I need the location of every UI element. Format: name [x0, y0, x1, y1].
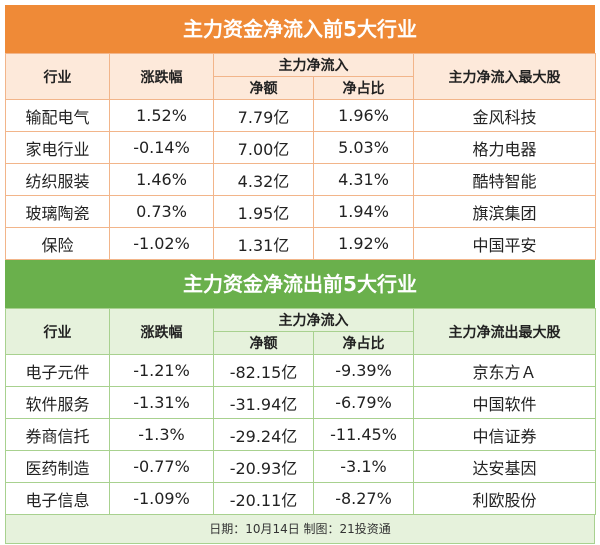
change-cell: -0.14% — [109, 131, 214, 164]
ratio-cell: 1.94% — [313, 195, 414, 228]
industry-cell: 家电行业 — [5, 131, 110, 164]
amount-cell: -31.94亿 — [213, 386, 314, 419]
header-net-amount: 净额 — [213, 76, 314, 100]
ratio-cell: 5.03% — [313, 131, 414, 164]
header-change: 涨跌幅 — [109, 53, 214, 100]
amount-cell: 7.00亿 — [213, 131, 314, 164]
amount-cell: -20.11亿 — [213, 482, 314, 515]
table-row: 医药制造 -0.77% -20.93亿 -3.1% 达安基因 — [5, 450, 596, 483]
inflow-title: 主力资金净流入前5大行业 — [5, 5, 595, 53]
table-row: 输配电气 1.52% 7.79亿 1.96% 金风科技 — [5, 99, 596, 132]
outflow-subheader-row: 净额 净占比 — [6, 331, 596, 355]
table-row: 电子信息 -1.09% -20.11亿 -8.27% 利欧股份 — [5, 482, 596, 515]
outflow-title: 主力资金净流出前5大行业 — [5, 260, 595, 308]
ratio-cell: 4.31% — [313, 163, 414, 196]
stock-cell: 达安基因 — [413, 450, 596, 483]
amount-cell: 7.79亿 — [213, 99, 314, 132]
ratio-cell: 1.96% — [313, 99, 414, 132]
stock-cell: 中信证券 — [413, 418, 596, 451]
table-row: 家电行业 -0.14% 7.00亿 5.03% 格力电器 — [5, 131, 596, 164]
table-row: 纺织服装 1.46% 4.32亿 4.31% 酷特智能 — [5, 163, 596, 196]
change-cell: -0.77% — [109, 450, 214, 483]
industry-cell: 输配电气 — [5, 99, 110, 132]
ratio-cell: 1.92% — [313, 227, 414, 260]
outflow-header-row: 行业 涨跌幅 主力净流入 主力净流出最大股 — [5, 308, 596, 355]
amount-cell: -20.93亿 — [213, 450, 314, 483]
header-net-group: 主力净流入 — [213, 308, 414, 332]
table-row: 券商信托 -1.3% -29.24亿 -11.45% 中信证券 — [5, 418, 596, 451]
header-industry: 行业 — [5, 308, 110, 355]
industry-cell: 券商信托 — [5, 418, 110, 451]
table-row: 软件服务 -1.31% -31.94亿 -6.79% 中国软件 — [5, 386, 596, 419]
stock-cell: 金风科技 — [413, 99, 596, 132]
header-top-stock: 主力净流入最大股 — [413, 53, 596, 100]
ratio-cell: -9.39% — [313, 354, 414, 387]
stock-cell: 格力电器 — [413, 131, 596, 164]
industry-cell: 纺织服装 — [5, 163, 110, 196]
amount-cell: 1.31亿 — [213, 227, 314, 260]
header-net-group: 主力净流入 — [213, 53, 414, 77]
stock-cell: 利欧股份 — [413, 482, 596, 515]
header-net-amount: 净额 — [213, 331, 314, 355]
amount-cell: 4.32亿 — [213, 163, 314, 196]
table-row: 电子元件 -1.21% -82.15亿 -9.39% 京东方Ａ — [5, 354, 596, 387]
header-net-ratio: 净占比 — [313, 76, 414, 100]
ratio-cell: -11.45% — [313, 418, 414, 451]
header-top-stock: 主力净流出最大股 — [413, 308, 596, 355]
outflow-table: 行业 涨跌幅 主力净流入 主力净流出最大股 净额 净占比 电子元件 -1.21%… — [5, 308, 596, 515]
change-cell: 1.52% — [109, 99, 214, 132]
change-cell: -1.3% — [109, 418, 214, 451]
table-row: 玻璃陶瓷 0.73% 1.95亿 1.94% 旗滨集团 — [5, 195, 596, 228]
amount-cell: 1.95亿 — [213, 195, 314, 228]
inflow-table: 行业 涨跌幅 主力净流入 主力净流入最大股 净额 净占比 输配电气 1.52% … — [5, 53, 596, 260]
footer-credit: 日期：10月14日 制图：21投资通 — [5, 515, 595, 544]
inflow-header-row: 行业 涨跌幅 主力净流入 主力净流入最大股 — [5, 53, 596, 100]
stock-cell: 酷特智能 — [413, 163, 596, 196]
change-cell: -1.31% — [109, 386, 214, 419]
amount-cell: -29.24亿 — [213, 418, 314, 451]
change-cell: 0.73% — [109, 195, 214, 228]
stock-cell: 旗滨集团 — [413, 195, 596, 228]
industry-cell: 保险 — [5, 227, 110, 260]
industry-cell: 医药制造 — [5, 450, 110, 483]
fund-flow-report: 主力资金净流入前5大行业 行业 涨跌幅 主力净流入 主力净流入最大股 净额 净占… — [5, 5, 596, 544]
change-cell: -1.09% — [109, 482, 214, 515]
ratio-cell: -6.79% — [313, 386, 414, 419]
change-cell: -1.02% — [109, 227, 214, 260]
header-industry: 行业 — [5, 53, 110, 100]
stock-cell: 中国平安 — [413, 227, 596, 260]
change-cell: 1.46% — [109, 163, 214, 196]
amount-cell: -82.15亿 — [213, 354, 314, 387]
change-cell: -1.21% — [109, 354, 214, 387]
header-change: 涨跌幅 — [109, 308, 214, 355]
ratio-cell: -3.1% — [313, 450, 414, 483]
stock-cell: 京东方Ａ — [413, 354, 596, 387]
industry-cell: 电子元件 — [5, 354, 110, 387]
industry-cell: 电子信息 — [5, 482, 110, 515]
stock-cell: 中国软件 — [413, 386, 596, 419]
ratio-cell: -8.27% — [313, 482, 414, 515]
industry-cell: 软件服务 — [5, 386, 110, 419]
header-net-ratio: 净占比 — [313, 331, 414, 355]
industry-cell: 玻璃陶瓷 — [5, 195, 110, 228]
table-row: 保险 -1.02% 1.31亿 1.92% 中国平安 — [5, 227, 596, 260]
